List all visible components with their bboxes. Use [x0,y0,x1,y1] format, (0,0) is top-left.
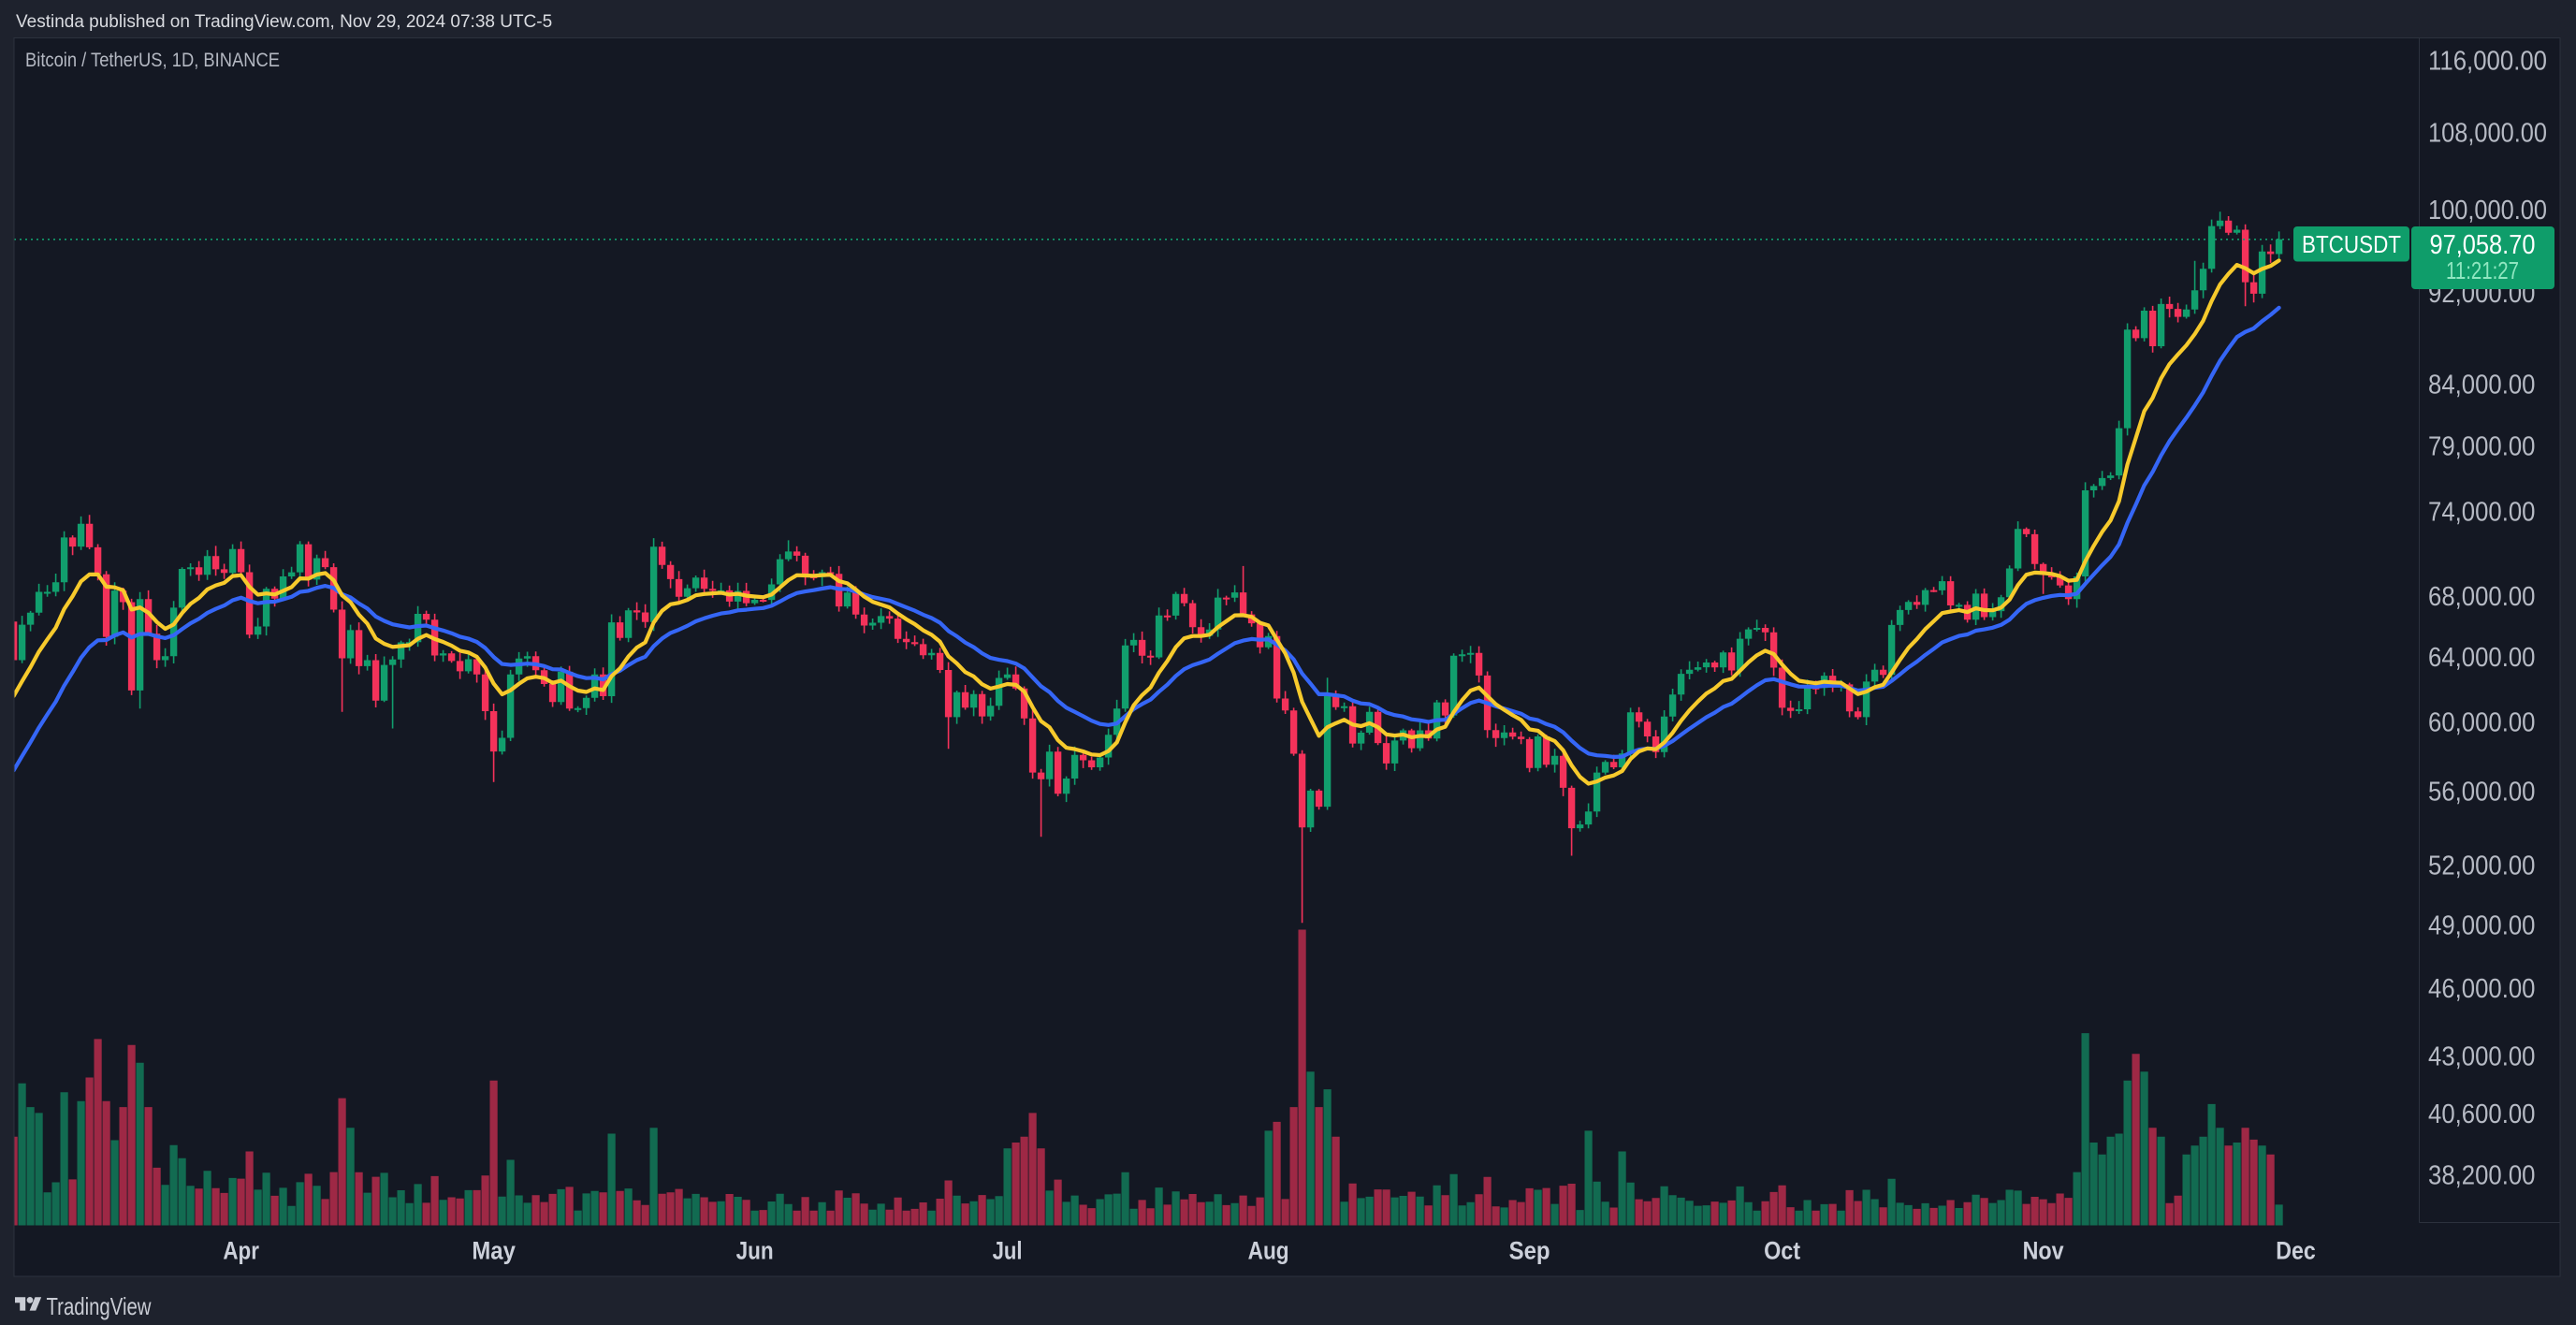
svg-text:Vestinda published on TradingV: Vestinda published on TradingView.com, N… [16,12,552,32]
svg-text:Sep: Sep [1509,1237,1550,1265]
svg-text:97,058.70: 97,058.70 [2430,230,2536,260]
svg-text:38,200.00: 38,200.00 [2428,1160,2536,1190]
svg-text:40,600.00: 40,600.00 [2428,1099,2536,1129]
svg-text:84,000.00: 84,000.00 [2428,371,2536,400]
svg-text:Dec: Dec [2276,1237,2316,1265]
svg-text:46,000.00: 46,000.00 [2428,974,2536,1004]
svg-text:Aug: Aug [1248,1237,1289,1265]
svg-text:56,000.00: 56,000.00 [2428,777,2536,807]
svg-text:BTCUSDT: BTCUSDT [2302,230,2401,258]
svg-text:Apr: Apr [223,1237,259,1265]
svg-text:79,000.00: 79,000.00 [2428,432,2536,462]
svg-text:52,000.00: 52,000.00 [2428,852,2536,881]
svg-text:108,000.00: 108,000.00 [2428,118,2547,148]
svg-text:68,000.00: 68,000.00 [2428,582,2536,612]
svg-text:May: May [472,1237,516,1265]
svg-text:43,000.00: 43,000.00 [2428,1041,2536,1071]
svg-text:Oct: Oct [1764,1237,1800,1265]
svg-text:60,000.00: 60,000.00 [2428,707,2536,737]
svg-text:Jun: Jun [736,1237,774,1265]
svg-text:100,000.00: 100,000.00 [2428,196,2547,226]
svg-text:49,000.00: 49,000.00 [2428,910,2536,940]
svg-text:Bitcoin / TetherUS, 1D, BINANC: Bitcoin / TetherUS, 1D, BINANCE [25,50,280,71]
svg-text:11:21:27: 11:21:27 [2446,256,2519,284]
svg-text:74,000.00: 74,000.00 [2428,498,2536,528]
svg-text:Jul: Jul [993,1237,1023,1265]
svg-text:TradingView: TradingView [47,1292,152,1320]
svg-text:Nov: Nov [2023,1237,2064,1265]
svg-text:64,000.00: 64,000.00 [2428,643,2536,673]
svg-text:116,000.00: 116,000.00 [2428,47,2547,77]
